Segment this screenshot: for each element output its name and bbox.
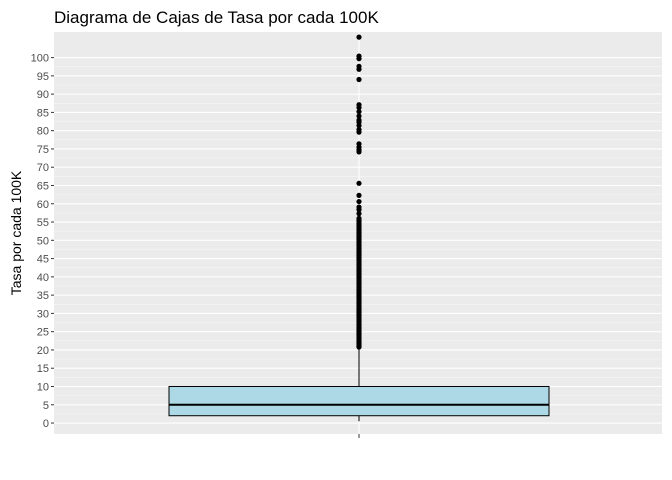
outlier-point (356, 141, 362, 147)
outlier-points (356, 34, 362, 350)
outlier-point (356, 34, 362, 40)
outlier-point (356, 198, 362, 205)
y-tick-label: 85 (37, 107, 49, 119)
y-tick-label: 20 (37, 345, 49, 357)
outlier-point (356, 109, 362, 115)
y-axis-title: Tasa por cada 100K (8, 170, 24, 295)
y-tick-label: 90 (37, 89, 49, 101)
outlier-point (356, 192, 362, 198)
y-tick-label: 60 (37, 199, 49, 211)
chart-title: Diagrama de Cajas de Tasa por cada 100K (54, 8, 379, 27)
outlier-point (356, 215, 362, 221)
outlier-point (356, 126, 362, 133)
outlier-point (356, 113, 362, 119)
outlier-point (356, 204, 362, 210)
y-tick-label: 65 (37, 180, 49, 192)
outlier-point (356, 63, 362, 69)
y-tick-label: 0 (43, 418, 49, 430)
outlier-point (356, 211, 362, 217)
y-tick-label: 15 (37, 363, 49, 375)
y-tick-label: 55 (37, 217, 49, 229)
outlier-point (356, 53, 362, 59)
y-tick-label: 5 (43, 400, 49, 412)
y-tick-label: 30 (37, 308, 49, 320)
y-axis: 0 5 10 15 20 25 30 35 40 45 50 55 60 65 70 75 80 85 90 95 10… (31, 53, 54, 430)
outlier-point (356, 76, 362, 83)
y-tick-label: 100 (31, 53, 49, 65)
boxplot (168, 348, 550, 422)
y-tick-label: 25 (37, 327, 49, 339)
y-tick-label: 35 (37, 290, 49, 302)
y-tick-label: 75 (37, 144, 49, 156)
y-tick-label: 80 (37, 126, 49, 138)
box-iqr (168, 385, 550, 417)
outlier-point (356, 102, 362, 108)
y-tick-label: 50 (37, 235, 49, 247)
y-tick-label: 70 (37, 162, 49, 174)
y-tick-label: 40 (37, 272, 49, 284)
outlier-point (356, 117, 362, 123)
outlier-point (356, 180, 362, 186)
y-tick-label: 10 (37, 381, 49, 393)
y-tick-label: 45 (37, 254, 49, 266)
y-tick-label: 95 (37, 71, 49, 83)
